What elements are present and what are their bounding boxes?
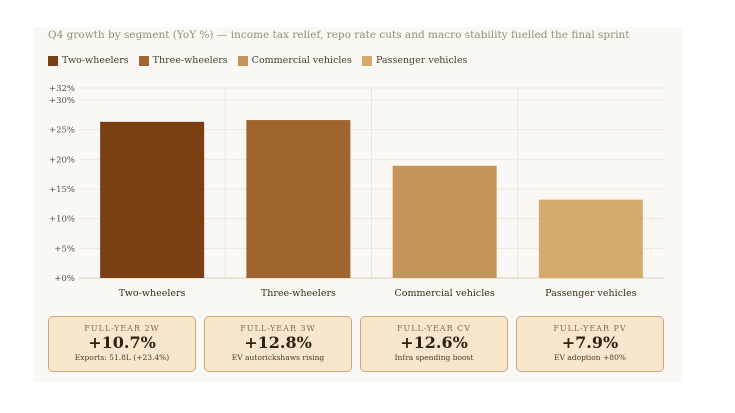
y-tick-label: +5%	[54, 244, 75, 254]
bar-passenger-vehicles	[538, 199, 643, 278]
summary-card-cv: FULL-YEAR CV +12.6% Infra spending boost	[360, 316, 508, 372]
card-value: +7.9%	[561, 333, 619, 352]
legend-item-three-wheelers: Three-wheelers	[138, 55, 228, 66]
legend-item-commercial-vehicles: Commercial vehicles	[237, 55, 352, 66]
y-tick-label: +32%	[49, 84, 75, 94]
y-tick-label: +20%	[49, 155, 75, 165]
x-tick-label: Three-wheelers	[261, 288, 336, 299]
y-tick-label: +30%	[49, 96, 75, 106]
card-value: +12.8%	[244, 333, 312, 352]
card-note: Exports: 51.8L (+23.4%)	[74, 353, 170, 362]
card-label: FULL-YEAR CV	[396, 324, 472, 333]
summary-cards: FULL-YEAR 2W +10.7% Exports: 51.8L (+23.…	[48, 316, 664, 372]
summary-card-2w: FULL-YEAR 2W +10.7% Exports: 51.8L (+23.…	[48, 316, 196, 372]
bar-commercial-vehicles	[392, 165, 497, 278]
y-tick-label: +0%	[54, 274, 75, 284]
legend: Two-wheelers Three-wheelers Commercial v…	[48, 55, 467, 66]
bar-three-wheelers	[246, 120, 351, 278]
legend-label: Commercial vehicles	[251, 55, 352, 66]
legend-item-two-wheelers: Two-wheelers	[48, 55, 129, 66]
legend-swatch	[361, 55, 372, 66]
summary-card-3w: FULL-YEAR 3W +12.8% EV autorickshaws ris…	[204, 316, 352, 372]
y-tick-label: +10%	[49, 215, 75, 225]
legend-swatch	[48, 55, 58, 66]
y-tick-label: +15%	[49, 185, 75, 195]
x-tick-label: Commercial vehicles	[394, 288, 494, 299]
card-value: +12.6%	[400, 333, 468, 352]
legend-swatch	[237, 55, 248, 66]
card-label: FULL-YEAR 2W	[84, 324, 160, 333]
bar-two-wheelers	[100, 121, 205, 278]
card-label: FULL-YEAR PV	[553, 324, 627, 333]
card-note: EV autorickshaws rising	[231, 353, 325, 362]
summary-card-pv: FULL-YEAR PV +7.9% EV adoption +80%	[516, 316, 664, 372]
x-tick-label: Two-wheelers	[119, 288, 186, 299]
x-tick-label: Passenger vehicles	[545, 288, 637, 299]
card-label: FULL-YEAR 3W	[240, 324, 316, 333]
legend-label: Two-wheelers	[62, 55, 129, 66]
card-value: +10.7%	[88, 333, 156, 352]
card-note: EV adoption +80%	[554, 353, 626, 362]
chart-title: Q4 growth by segment (YoY %) — income ta…	[48, 29, 630, 41]
legend-item-passenger-vehicles: Passenger vehicles	[361, 55, 468, 66]
card-note: Infra spending boost	[394, 353, 474, 362]
y-tick-label: +25%	[49, 126, 75, 136]
legend-label: Passenger vehicles	[375, 55, 468, 66]
legend-swatch	[138, 55, 149, 66]
legend-label: Three-wheelers	[152, 55, 228, 66]
